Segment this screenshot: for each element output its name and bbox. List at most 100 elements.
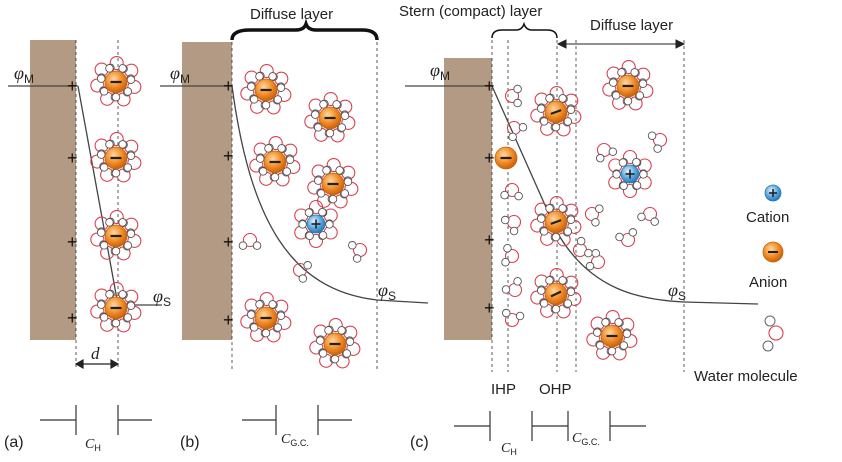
electrode-a (30, 40, 76, 340)
plus-charge: + (484, 230, 495, 250)
stern-brace (491, 21, 558, 39)
legend-cation (764, 184, 782, 202)
water-molecule (504, 84, 522, 108)
diffuse-arrow-c (556, 39, 686, 49)
cation-ion (620, 164, 640, 184)
water-molecule (277, 143, 298, 164)
anion-ion (544, 100, 568, 124)
cation-ion (306, 214, 326, 234)
phi-m-label-a: φM (14, 63, 34, 86)
water-molecule (647, 131, 668, 153)
plus-charge: + (223, 232, 234, 252)
panel-label-a: (a) (4, 434, 24, 451)
anion-ion (323, 332, 347, 356)
phi-s-label-c: φS (668, 280, 686, 303)
water-molecule (337, 325, 358, 346)
anion-ion (494, 146, 518, 170)
anion-ion (104, 146, 128, 170)
legend-anion (762, 241, 784, 263)
water-molecule (500, 214, 522, 236)
anion-ion (544, 282, 568, 306)
water-molecule (292, 261, 312, 283)
c-h-label-c: CH (501, 441, 517, 457)
water-molecule (318, 207, 338, 229)
plus-charge: + (67, 232, 78, 252)
water-molecule (501, 243, 520, 267)
water-molecule (558, 203, 579, 224)
anion-ion (254, 78, 278, 102)
diffuse-brace-b (230, 18, 379, 41)
plus-charge: + (484, 148, 495, 168)
water-molecule (501, 277, 523, 298)
ihp-label: IHP (491, 381, 516, 398)
plus-charge: + (223, 76, 234, 96)
c-h-label-a: CH (85, 437, 101, 453)
diffuse-layer-label-b: Diffuse layer (250, 6, 333, 23)
water-molecule (584, 204, 604, 227)
c-gc-label-c: CG.C. (572, 431, 600, 447)
electrode-c (444, 58, 492, 340)
legend-water-label: Water molecule (694, 368, 798, 385)
water-molecule (118, 63, 139, 84)
electrode-b (182, 42, 232, 340)
ohp-label: OHP (539, 381, 572, 398)
anion-ion (263, 150, 287, 174)
water-molecule (118, 139, 139, 160)
water-molecule (615, 228, 638, 248)
anion-ion (318, 106, 342, 130)
anion-ion (104, 296, 128, 320)
water-molecule (335, 165, 356, 186)
phi-m-label-c: φM (430, 60, 450, 83)
anion-ion (104, 70, 128, 94)
plus-charge: + (484, 76, 495, 96)
water-molecule (268, 71, 289, 92)
diffuse-layer-label-c: Diffuse layer (590, 17, 673, 34)
anions (104, 70, 640, 356)
water-molecule (596, 142, 618, 163)
water-molecule (268, 299, 289, 320)
stern-layer-label: Stern (compact) layer (399, 3, 542, 20)
water-molecule (118, 217, 139, 238)
plus-charge: + (67, 308, 78, 328)
water-molecule (502, 308, 525, 328)
plane-lines (75, 40, 685, 372)
phi-m-label-b: φM (170, 63, 190, 86)
legend-cation-label: Cation (746, 209, 789, 226)
water-molecule (614, 317, 635, 338)
water-molecule (332, 99, 353, 120)
panel-label-c: (c) (410, 434, 429, 451)
water-molecule (118, 289, 139, 310)
legend-anion-label: Anion (749, 274, 787, 291)
plus-charge: + (67, 76, 78, 96)
plus-charge: + (223, 146, 234, 166)
phi-s-label-b: φS (378, 280, 396, 303)
anion-ion (544, 210, 568, 234)
anion-ion (600, 324, 624, 348)
anion-ion (616, 74, 640, 98)
water-molecule (558, 93, 579, 114)
anion-ion (254, 306, 278, 330)
water-molecule (348, 241, 368, 263)
water-molecule (572, 236, 593, 258)
water-molecule (630, 67, 651, 88)
capacitor-symbols (40, 405, 646, 441)
d-arrow (74, 358, 120, 370)
plus-charge: + (484, 298, 495, 318)
anion-ion (321, 172, 345, 196)
anion-ion (104, 224, 128, 248)
plus-charge: + (67, 148, 78, 168)
water-molecules (90, 55, 668, 369)
water-molecule (632, 157, 652, 179)
surface-charges: + + + + + + + + + + + + (67, 76, 495, 330)
legend-water (762, 315, 784, 352)
water-molecule (585, 249, 606, 271)
plus-charge: + (223, 310, 234, 330)
water-molecule (558, 275, 579, 296)
water-molecule (637, 206, 659, 226)
panel-label-b: (b) (180, 434, 200, 451)
water-molecule (506, 120, 528, 142)
phi-s-label-a: φS (153, 286, 171, 309)
cations (306, 164, 640, 234)
